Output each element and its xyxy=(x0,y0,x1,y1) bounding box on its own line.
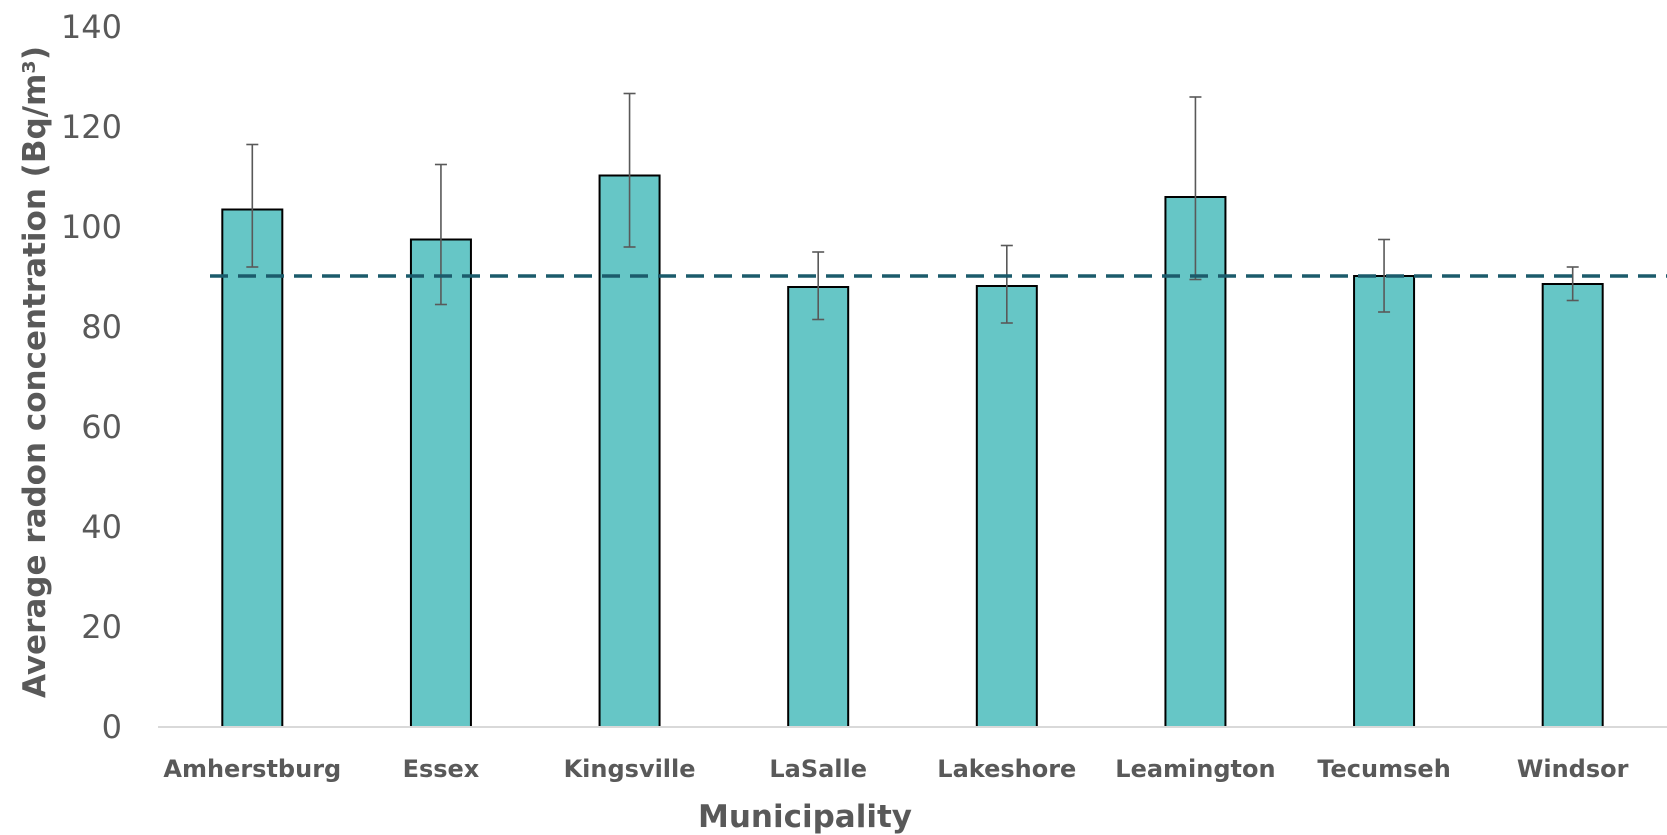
bar xyxy=(1164,196,1227,728)
error-bar xyxy=(1189,96,1202,281)
y-tick-label: 0 xyxy=(102,708,122,746)
error-bar xyxy=(1566,266,1579,302)
x-tick-label: Essex xyxy=(403,755,480,783)
x-tick-label: Amherstburg xyxy=(163,755,341,783)
error-bar xyxy=(1000,244,1013,324)
x-axis-categories: Amherstburg Essex Kingsville LaSalle Lakesho… xyxy=(163,755,1628,783)
y-tick-label: 120 xyxy=(61,108,122,146)
error-bars xyxy=(246,92,1579,324)
bar xyxy=(975,285,1038,728)
error-bar xyxy=(623,92,636,248)
error-bar xyxy=(434,163,447,306)
bar xyxy=(1541,283,1604,728)
bar xyxy=(409,238,472,728)
error-bar xyxy=(246,143,259,268)
y-tick-label: 100 xyxy=(61,208,122,246)
x-axis-title: Municipality xyxy=(698,799,912,835)
x-tick-label: Kingsville xyxy=(564,755,696,783)
error-bar xyxy=(1378,238,1391,313)
error-bar xyxy=(812,251,825,321)
bar xyxy=(598,174,661,728)
y-tick-label: 40 xyxy=(81,508,122,546)
x-tick-label: LaSalle xyxy=(769,755,867,783)
x-tick-label: Lakeshore xyxy=(937,755,1076,783)
y-axis-title: Average radon concentration (Bq/m³) xyxy=(17,46,53,698)
y-tick-label: 80 xyxy=(81,308,122,346)
y-tick-label: 140 xyxy=(61,8,122,46)
bar xyxy=(787,286,850,728)
x-tick-label: Windsor xyxy=(1517,755,1629,783)
bars xyxy=(221,174,1604,728)
x-tick-label: Leamington xyxy=(1115,755,1275,783)
x-tick-label: Tecumseh xyxy=(1317,755,1450,783)
bar xyxy=(1353,275,1416,728)
bar xyxy=(221,208,284,728)
y-axis-ticks: 0 20 40 60 80 100 120 140 xyxy=(61,8,122,746)
y-tick-label: 60 xyxy=(81,408,122,446)
y-tick-label: 20 xyxy=(81,608,122,646)
